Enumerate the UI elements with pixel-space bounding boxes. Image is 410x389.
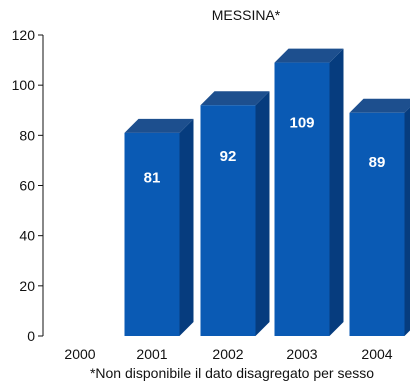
y-tick-label: 40 xyxy=(19,228,35,244)
y-tick-label: 120 xyxy=(12,27,36,43)
footnote: *Non disponibile il dato disagregato per… xyxy=(90,365,374,381)
y-tick-label: 100 xyxy=(12,77,36,93)
bar-2001: 81 xyxy=(124,118,194,336)
y-tick-label: 0 xyxy=(27,328,35,344)
x-tick-label-2002: 2002 xyxy=(212,346,243,362)
bars: 81 92 109 89 xyxy=(124,48,410,336)
bar-top-2001 xyxy=(124,118,194,133)
x-tick-label-2000: 2000 xyxy=(64,346,95,362)
x-axis: 2000 2001 2002 2003 2004 xyxy=(64,346,392,362)
bar-2004: 89 xyxy=(349,98,410,336)
y-tick-label: 60 xyxy=(19,178,35,194)
x-tick-label-2003: 2003 xyxy=(286,346,317,362)
bar-front-2002 xyxy=(200,105,256,336)
chart-title: MESSINA* xyxy=(212,7,281,23)
bar-2002: 92 xyxy=(200,91,270,336)
y-tick-label: 20 xyxy=(19,278,35,294)
data-label-2003: 109 xyxy=(289,115,314,132)
bar-2003: 109 xyxy=(274,48,344,336)
bar-top-2003 xyxy=(274,48,344,63)
bar-front-2001 xyxy=(124,132,180,336)
bar-side-2004 xyxy=(404,107,410,336)
bar-side-2002 xyxy=(255,91,270,336)
x-tick-label-2001: 2001 xyxy=(136,346,167,362)
x-tick-label-2004: 2004 xyxy=(361,346,392,362)
data-label-2001: 81 xyxy=(144,170,161,187)
bar-front-2003 xyxy=(274,62,330,336)
data-label-2002: 92 xyxy=(220,148,237,165)
bar-top-2004 xyxy=(349,98,410,113)
bar-top-2002 xyxy=(200,91,270,106)
bar-front-2004 xyxy=(349,112,405,336)
y-tick-label: 80 xyxy=(19,127,35,143)
bar-side-2001 xyxy=(179,118,194,336)
y-axis: 0 20 40 60 80 100 120 xyxy=(12,27,44,344)
bar-side-2003 xyxy=(329,48,344,336)
data-label-2004: 89 xyxy=(369,154,386,171)
